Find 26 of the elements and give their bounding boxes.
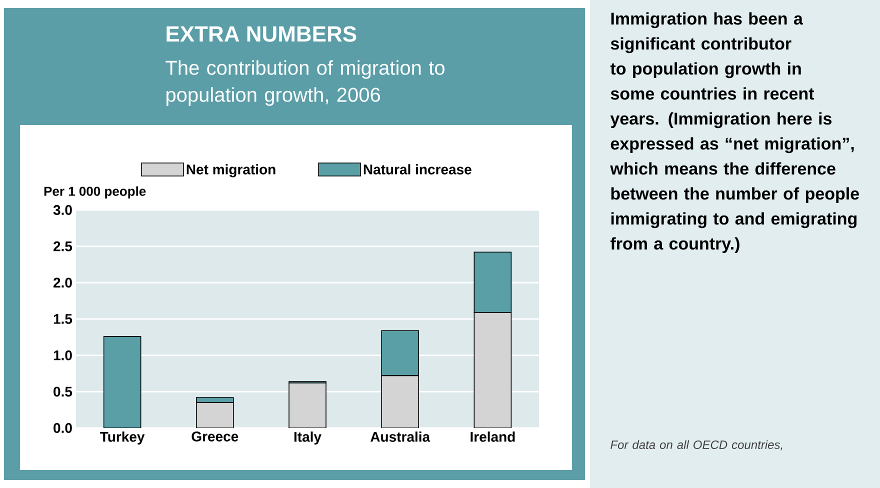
bar [103, 336, 142, 428]
y-tick-label: 3.0 [53, 205, 72, 215]
bar [474, 252, 512, 313]
text: For data on all OECD countries, [610, 440, 782, 450]
y-tick-label: 1.0 [54, 350, 72, 360]
y-tick-label: 2.5 [53, 241, 72, 252]
y-tick-label: 0.5 [54, 386, 72, 397]
x-tick-label: Australia [370, 432, 430, 442]
x-tick-label: Italy [294, 432, 322, 445]
bar [288, 382, 326, 428]
legend-label: Net migration [186, 164, 276, 178]
y-tick-label: 2.0 [53, 278, 72, 288]
legend-label: Natural increase [364, 164, 472, 174]
y-axis-title: Per 1 000 people [44, 186, 146, 198]
y-tick-label: 0.0 [54, 423, 72, 433]
bar [196, 402, 234, 428]
bar [474, 312, 512, 428]
x-tick-label: Ireland [470, 432, 515, 442]
chart-title: EXTRA NUMBERS [166, 26, 356, 42]
x-tick-label: Greece [192, 432, 238, 442]
y-tick-label: 1.5 [54, 314, 72, 324]
x-tick-label: Turkey [100, 432, 145, 445]
text: Immigration has been a significant contributor to population growth in some countries in recent years. (Immigration here is expressed as “net migration”, which means the difference between the number of people immigrating to and emigrating from a country.) [610, 12, 859, 254]
bar [381, 330, 420, 376]
chart-subtitle: The contribution of migration to population growth, 2006 [166, 60, 444, 106]
bar [381, 375, 420, 428]
